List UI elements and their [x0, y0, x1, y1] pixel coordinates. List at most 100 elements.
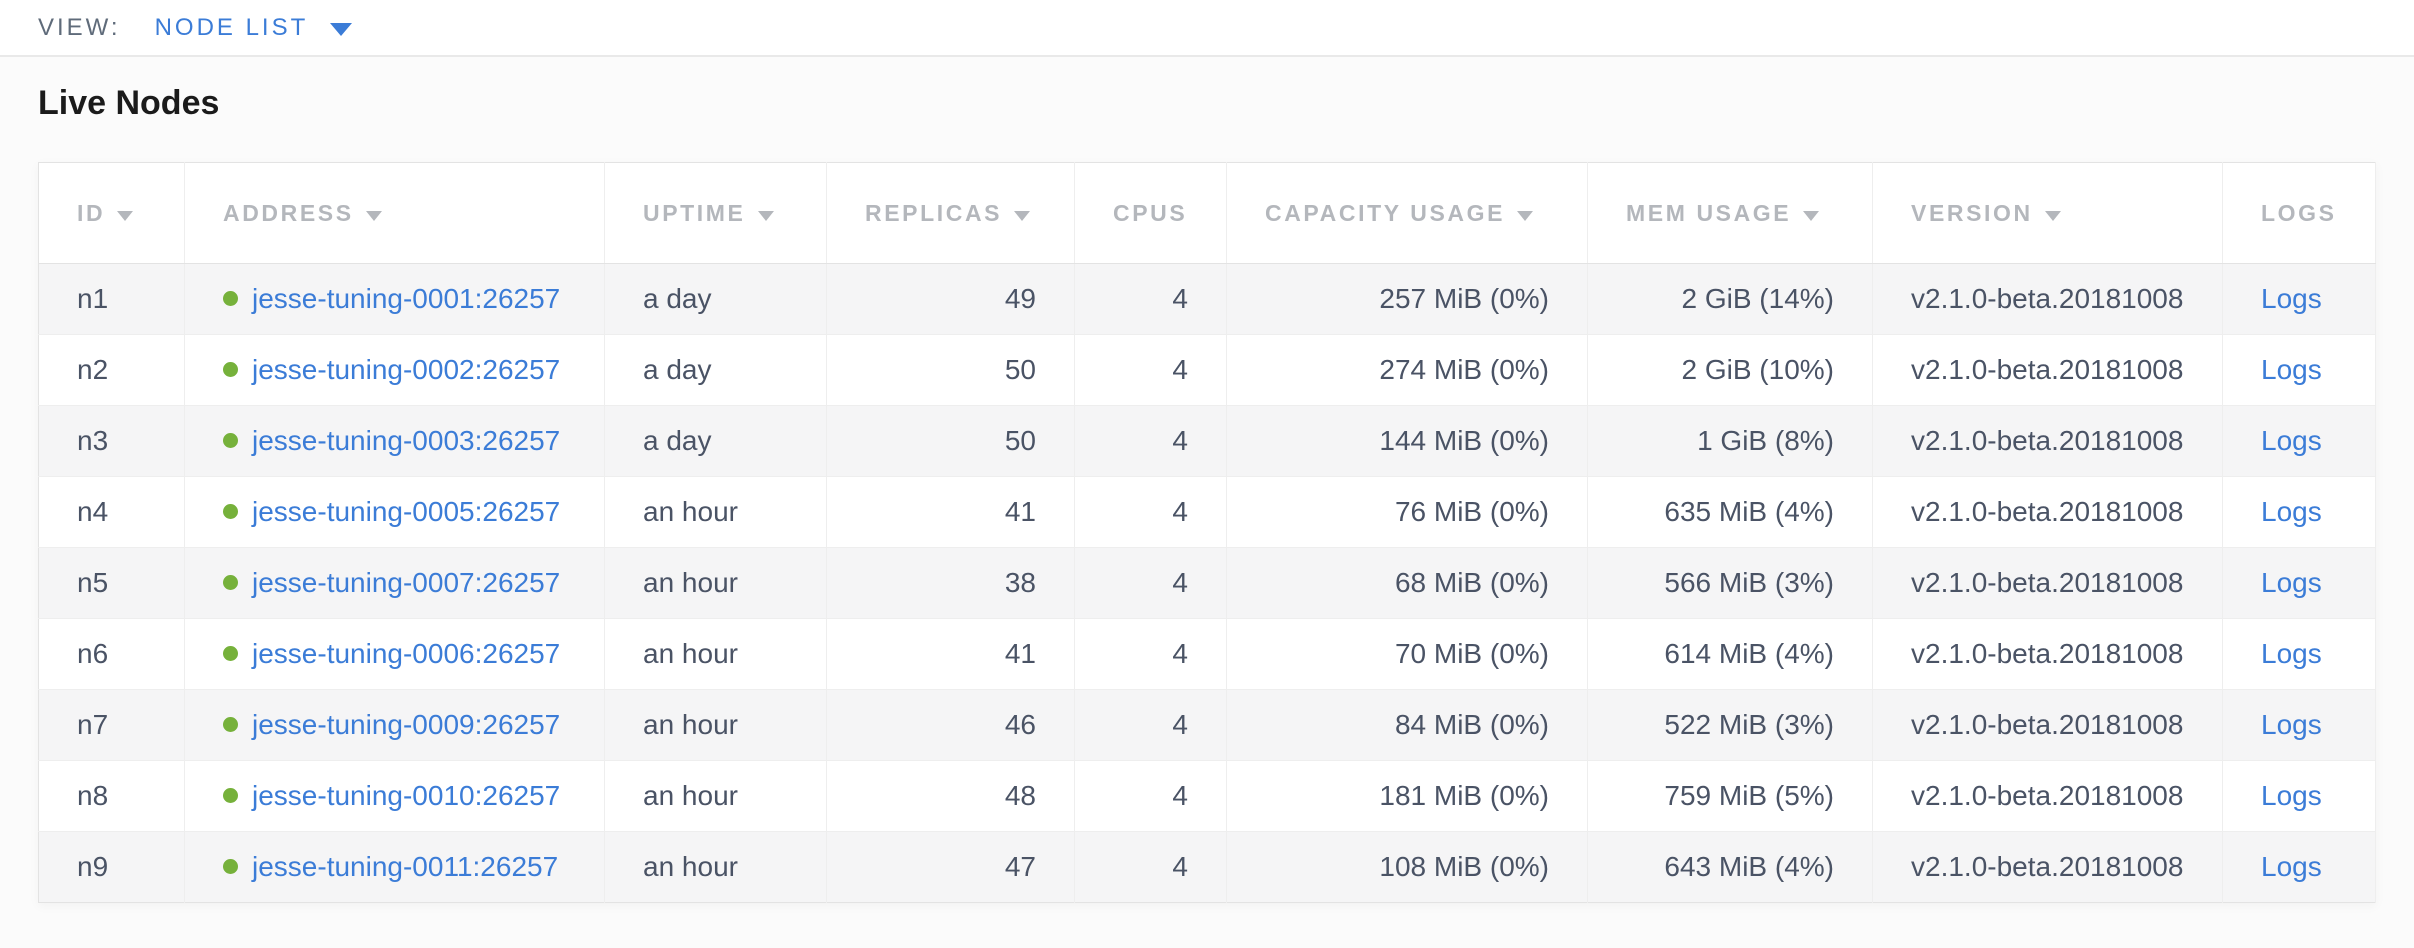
cell-id: n6: [38, 618, 185, 690]
node-live-status-icon: [223, 504, 238, 520]
column-header-label: ID: [77, 199, 106, 226]
cell-address: jesse-tuning-0005:26257: [184, 476, 605, 548]
address-link[interactable]: jesse-tuning-0007:26257: [252, 567, 561, 598]
table-row-n1: n1 jesse-tuning-0001:26257 a day 49 4 257 MiB…: [38, 263, 2376, 335]
cell-replicas: 49: [826, 263, 1075, 335]
cell-logs: Logs: [2222, 263, 2376, 335]
cell-capacity: 84 MiB (0%): [1226, 689, 1588, 761]
cell-replicas: 50: [826, 405, 1075, 477]
logs-link[interactable]: Logs: [2261, 496, 2322, 527]
cell-version: v2.1.0-beta.20181008: [1872, 263, 2223, 335]
cell-address: jesse-tuning-0009:26257: [184, 689, 605, 761]
column-header-version[interactable]: VERSION: [1872, 162, 2223, 264]
cell-version: v2.1.0-beta.20181008: [1872, 405, 2223, 477]
node-live-status-icon: [223, 433, 238, 449]
logs-link[interactable]: Logs: [2261, 354, 2322, 385]
cell-logs: Logs: [2222, 689, 2376, 761]
logs-link[interactable]: Logs: [2261, 780, 2322, 811]
table-row-n9: n9 jesse-tuning-0011:26257 an hour 47 4 108 M…: [38, 831, 2376, 903]
address-link[interactable]: jesse-tuning-0001:26257: [252, 283, 561, 314]
logs-link[interactable]: Logs: [2261, 709, 2322, 740]
cell-logs: Logs: [2222, 547, 2376, 619]
cell-capacity: 144 MiB (0%): [1226, 405, 1588, 477]
address-link[interactable]: jesse-tuning-0006:26257: [252, 638, 561, 669]
logs-link[interactable]: Logs: [2261, 425, 2322, 456]
table-body: n1 jesse-tuning-0001:26257 a day 49 4 257 MiB…: [38, 263, 2376, 903]
cell-capacity: 70 MiB (0%): [1226, 618, 1588, 690]
sort-desc-icon: [365, 210, 382, 221]
cell-uptime: an hour: [604, 547, 827, 619]
column-header-label: LOGS: [2261, 199, 2337, 226]
column-header-label: VERSION: [1911, 199, 2033, 226]
cell-id: n5: [38, 547, 185, 619]
cell-mem: 2 GiB (14%): [1587, 263, 1873, 335]
page-title: Live Nodes: [38, 84, 220, 122]
cell-capacity: 68 MiB (0%): [1226, 547, 1588, 619]
cell-capacity: 274 MiB (0%): [1226, 334, 1588, 406]
cell-version: v2.1.0-beta.20181008: [1872, 689, 2223, 761]
address-link[interactable]: jesse-tuning-0009:26257: [252, 709, 561, 740]
column-header-uptime[interactable]: UPTIME: [604, 162, 827, 264]
main-content: Live Nodes ID ADDRESS UPTIME REPLICAS CPUS CA…: [0, 83, 2414, 903]
cell-version: v2.1.0-beta.20181008: [1872, 476, 2223, 548]
column-header-label: ADDRESS: [223, 199, 354, 226]
address-link[interactable]: jesse-tuning-0011:26257: [252, 851, 559, 882]
cell-id: n3: [38, 405, 185, 477]
cell-capacity: 108 MiB (0%): [1226, 831, 1588, 903]
address-link[interactable]: jesse-tuning-0002:26257: [252, 354, 561, 385]
cell-replicas: 48: [826, 760, 1075, 832]
sort-desc-icon: [117, 210, 134, 221]
cell-version: v2.1.0-beta.20181008: [1872, 831, 2223, 903]
cell-logs: Logs: [2222, 476, 2376, 548]
cell-version: v2.1.0-beta.20181008: [1872, 760, 2223, 832]
cell-replicas: 41: [826, 618, 1075, 690]
cell-logs: Logs: [2222, 831, 2376, 903]
node-live-status-icon: [223, 291, 238, 307]
cell-address: jesse-tuning-0003:26257: [184, 405, 605, 477]
address-link[interactable]: jesse-tuning-0003:26257: [252, 425, 561, 456]
cell-cpus: 4: [1074, 618, 1227, 690]
column-header-mem[interactable]: MEM USAGE: [1587, 162, 1873, 264]
table-row-n8: n8 jesse-tuning-0010:26257 an hour 48 4 181 M…: [38, 760, 2376, 832]
view-selector-dropdown[interactable]: NODE LIST: [155, 14, 353, 42]
node-live-status-icon: [223, 362, 238, 378]
cell-uptime: an hour: [604, 689, 827, 761]
cell-address: jesse-tuning-0007:26257: [184, 547, 605, 619]
cell-version: v2.1.0-beta.20181008: [1872, 618, 2223, 690]
column-header-cpus: CPUS: [1074, 162, 1227, 264]
column-header-replicas[interactable]: REPLICAS: [826, 162, 1075, 264]
column-header-id[interactable]: ID: [38, 162, 185, 264]
logs-link[interactable]: Logs: [2261, 638, 2322, 669]
column-header-address[interactable]: ADDRESS: [184, 162, 605, 264]
cell-id: n7: [38, 689, 185, 761]
column-header-label: CPUS: [1113, 199, 1188, 226]
cell-replicas: 47: [826, 831, 1075, 903]
cell-replicas: 50: [826, 334, 1075, 406]
logs-link[interactable]: Logs: [2261, 283, 2322, 314]
table-row-n5: n5 jesse-tuning-0007:26257 an hour 38 4 68 Mi…: [38, 547, 2376, 619]
cell-cpus: 4: [1074, 547, 1227, 619]
cell-uptime: an hour: [604, 831, 827, 903]
logs-link[interactable]: Logs: [2261, 567, 2322, 598]
logs-link[interactable]: Logs: [2261, 851, 2322, 882]
cell-mem: 566 MiB (3%): [1587, 547, 1873, 619]
cell-capacity: 181 MiB (0%): [1226, 760, 1588, 832]
table-header-row: ID ADDRESS UPTIME REPLICAS CPUS CAPACITY USAG…: [38, 162, 2376, 264]
cell-cpus: 4: [1074, 263, 1227, 335]
cell-logs: Logs: [2222, 618, 2376, 690]
cell-id: n8: [38, 760, 185, 832]
sort-desc-icon: [1803, 210, 1820, 221]
cell-cpus: 4: [1074, 334, 1227, 406]
cell-cpus: 4: [1074, 689, 1227, 761]
column-header-capacity[interactable]: CAPACITY USAGE: [1226, 162, 1588, 264]
address-link[interactable]: jesse-tuning-0005:26257: [252, 496, 561, 527]
cell-capacity: 257 MiB (0%): [1226, 263, 1588, 335]
view-selected-value: NODE LIST: [154, 13, 309, 41]
cell-address: jesse-tuning-0006:26257: [184, 618, 605, 690]
cell-mem: 1 GiB (8%): [1587, 405, 1873, 477]
caret-down-icon: [330, 22, 353, 36]
cell-uptime: an hour: [604, 476, 827, 548]
address-link[interactable]: jesse-tuning-0010:26257: [252, 780, 561, 811]
column-header-label: CAPACITY USAGE: [1265, 199, 1506, 226]
column-header-label: MEM USAGE: [1626, 199, 1792, 226]
